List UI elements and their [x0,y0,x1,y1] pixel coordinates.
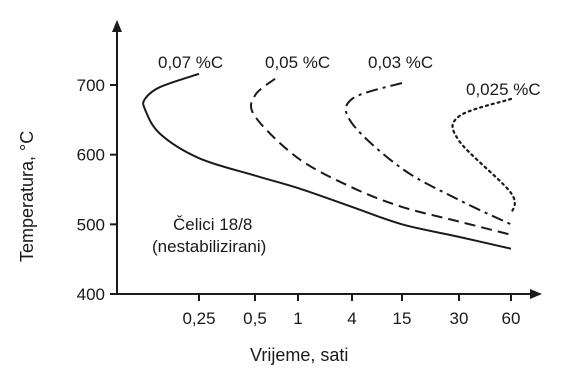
x-axis-title: Vrijeme, sati [250,345,348,365]
y-tick-label: 700 [77,76,105,95]
y-axis-arrow [112,20,122,32]
series-line-3 [451,97,516,215]
labels: 0,07 %C 0,05 %C 0,03 %C 0,025 %C Čelici … [17,53,541,365]
axes: 400 500 600 700 0,25 0,5 1 4 15 30 60 [77,20,542,328]
x-tick-label: 15 [393,309,412,328]
x-tick-label: 60 [502,309,521,328]
y-axis-title: Temperatura, °C [17,131,37,262]
annotation-line-2: (nestabilizirani) [152,237,266,256]
x-tick-label: 0,5 [243,309,267,328]
x-tick-label: 1 [293,309,302,328]
y-tick-label: 500 [77,215,105,234]
annotation-line-1: Čelici 18/8 [173,215,252,234]
x-axis-arrow [530,289,542,299]
x-tick-label: 4 [347,309,356,328]
series-line-0 [142,72,512,250]
series-line-1 [249,77,512,236]
x-tick-label: 30 [450,309,469,328]
series-label-2: 0,03 %C [368,53,433,72]
series-label-1: 0,05 %C [265,53,330,72]
y-tick-label: 600 [77,146,105,165]
series-label-3: 0,025 %C [466,80,541,99]
x-tick-label: 0,25 [182,309,215,328]
series-line-2 [344,81,512,226]
y-tick-label: 400 [77,285,105,304]
series-label-0: 0,07 %C [158,53,223,72]
curves [142,72,516,250]
